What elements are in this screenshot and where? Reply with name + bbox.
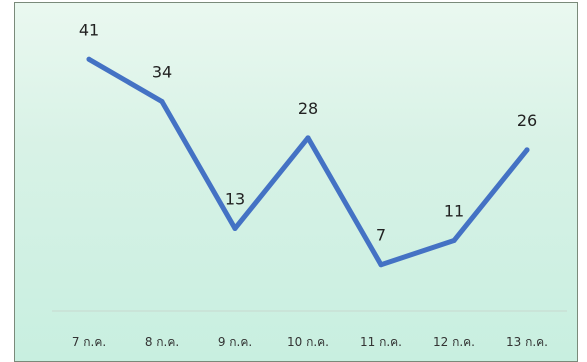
x-tick-layer: 7 ก.ค. 8 ก.ค. 9 ก.ค. 10 ก.ค. 11 ก.ค. 12 ก.ค. 1… xyxy=(72,335,548,349)
x-tick-label: 7 ก.ค. xyxy=(72,335,106,349)
data-label: 11 xyxy=(444,202,464,221)
data-label-layer: 41 34 13 28 7 11 26 xyxy=(79,20,537,244)
x-tick-label: 10 ก.ค. xyxy=(287,335,329,349)
chart-panel xyxy=(14,2,578,362)
data-label: 26 xyxy=(517,111,537,130)
x-tick-label: 13 ก.ค. xyxy=(506,335,548,349)
x-tick-label: 11 ก.ค. xyxy=(360,335,402,349)
data-point xyxy=(451,238,457,244)
chart-frame: 41 34 13 28 7 11 26 7 ก.ค. 8 ก.ค. 9 ก.ค. 10 ก.ค. 1… xyxy=(14,2,578,362)
line-chart: 41 34 13 28 7 11 26 7 ก.ค. 8 ก.ค. 9 ก.ค. 10 ก.ค. 1… xyxy=(52,20,567,349)
data-label: 28 xyxy=(298,99,318,118)
data-label: 34 xyxy=(152,63,172,82)
x-tick-label: 12 ก.ค. xyxy=(433,335,475,349)
data-point xyxy=(86,56,92,62)
data-point xyxy=(232,225,238,231)
data-label: 13 xyxy=(225,189,245,208)
data-point xyxy=(378,262,384,268)
data-point xyxy=(305,135,311,141)
series-layer xyxy=(86,56,530,268)
data-label: 7 xyxy=(376,226,386,245)
x-tick-label: 8 ก.ค. xyxy=(145,335,179,349)
series-line xyxy=(86,56,530,268)
data-point xyxy=(524,147,530,153)
data-label: 41 xyxy=(79,20,99,39)
data-point xyxy=(159,99,165,105)
x-tick-label: 9 ก.ค. xyxy=(218,335,252,349)
